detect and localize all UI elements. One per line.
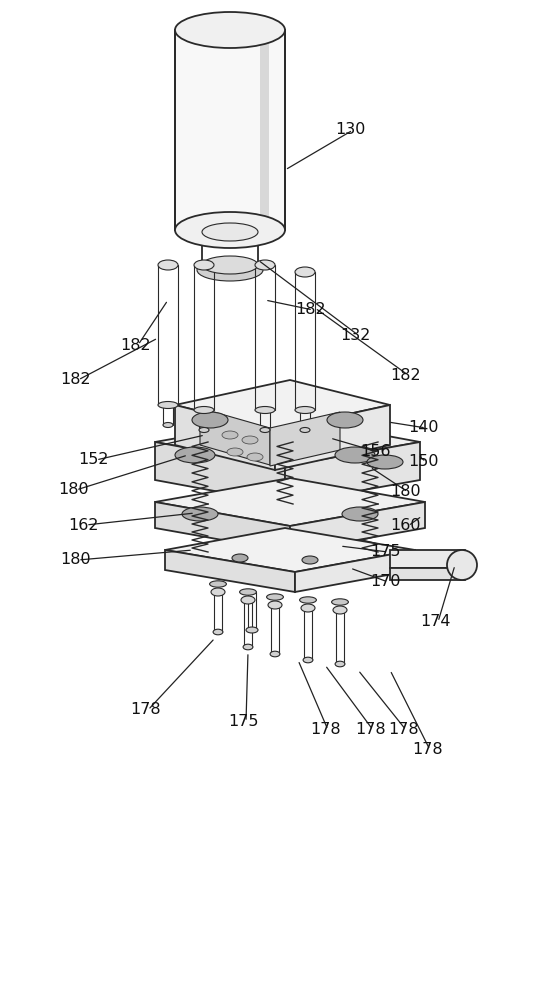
Ellipse shape — [247, 453, 263, 461]
Text: 175: 175 — [228, 714, 259, 730]
Ellipse shape — [175, 12, 285, 48]
Ellipse shape — [213, 629, 223, 635]
Ellipse shape — [242, 436, 258, 444]
Ellipse shape — [335, 447, 375, 463]
Text: 178: 178 — [412, 742, 442, 758]
Text: 178: 178 — [355, 722, 385, 738]
Ellipse shape — [295, 267, 315, 277]
Text: 180: 180 — [390, 485, 421, 499]
Ellipse shape — [302, 556, 318, 564]
Text: 160: 160 — [390, 518, 421, 534]
Ellipse shape — [267, 594, 283, 600]
Polygon shape — [390, 568, 465, 580]
Text: 162: 162 — [68, 518, 98, 532]
Ellipse shape — [222, 431, 238, 439]
Polygon shape — [175, 30, 285, 230]
Polygon shape — [260, 30, 268, 230]
Polygon shape — [165, 528, 415, 572]
Ellipse shape — [367, 455, 403, 469]
Polygon shape — [175, 405, 275, 470]
Polygon shape — [270, 412, 340, 466]
Text: 182: 182 — [60, 372, 91, 387]
Text: 180: 180 — [60, 552, 91, 568]
Ellipse shape — [197, 259, 263, 281]
Ellipse shape — [194, 406, 214, 414]
Ellipse shape — [158, 260, 178, 270]
Text: 170: 170 — [370, 574, 401, 589]
Ellipse shape — [327, 412, 363, 428]
Text: 132: 132 — [340, 328, 371, 342]
Ellipse shape — [202, 223, 258, 241]
Polygon shape — [285, 442, 420, 504]
Ellipse shape — [202, 256, 258, 274]
Ellipse shape — [241, 596, 255, 604]
Ellipse shape — [303, 657, 313, 663]
Ellipse shape — [227, 448, 243, 456]
Polygon shape — [295, 550, 415, 592]
Ellipse shape — [182, 507, 218, 521]
Ellipse shape — [239, 589, 256, 595]
Polygon shape — [290, 502, 425, 552]
Text: 174: 174 — [420, 614, 451, 630]
Ellipse shape — [192, 412, 228, 428]
Ellipse shape — [335, 661, 345, 667]
Text: 130: 130 — [335, 122, 366, 137]
Ellipse shape — [300, 597, 316, 603]
Ellipse shape — [333, 606, 347, 614]
Polygon shape — [200, 408, 270, 465]
Polygon shape — [155, 478, 425, 526]
Ellipse shape — [255, 260, 275, 270]
Text: 152: 152 — [78, 452, 109, 468]
Text: 182: 182 — [295, 302, 326, 318]
Ellipse shape — [175, 212, 285, 248]
Ellipse shape — [246, 627, 258, 633]
Ellipse shape — [268, 601, 282, 609]
Ellipse shape — [194, 260, 214, 270]
Polygon shape — [155, 418, 420, 466]
Ellipse shape — [243, 644, 253, 650]
Ellipse shape — [270, 651, 280, 657]
Ellipse shape — [300, 428, 310, 432]
Text: 178: 178 — [130, 702, 161, 718]
Polygon shape — [165, 550, 295, 592]
Ellipse shape — [199, 428, 209, 432]
Ellipse shape — [210, 581, 226, 587]
Ellipse shape — [211, 588, 225, 596]
Text: 140: 140 — [408, 420, 439, 436]
Ellipse shape — [158, 401, 178, 408]
Ellipse shape — [255, 406, 275, 414]
Ellipse shape — [163, 422, 173, 428]
Ellipse shape — [175, 447, 215, 463]
Text: 180: 180 — [58, 483, 88, 497]
Text: 182: 182 — [390, 367, 421, 382]
Polygon shape — [275, 405, 390, 470]
Polygon shape — [155, 442, 285, 504]
Ellipse shape — [295, 406, 315, 414]
Ellipse shape — [260, 428, 270, 432]
Ellipse shape — [232, 554, 248, 562]
Text: 156: 156 — [360, 444, 390, 460]
Ellipse shape — [342, 507, 378, 521]
Text: 178: 178 — [388, 722, 419, 738]
Text: 178: 178 — [310, 722, 340, 738]
Polygon shape — [155, 502, 290, 552]
Polygon shape — [175, 380, 390, 430]
Text: 150: 150 — [408, 454, 439, 470]
Polygon shape — [390, 550, 465, 568]
Ellipse shape — [332, 599, 349, 605]
Ellipse shape — [301, 604, 315, 612]
Text: 175: 175 — [370, 544, 401, 560]
Ellipse shape — [447, 550, 477, 580]
Text: 182: 182 — [120, 338, 150, 353]
